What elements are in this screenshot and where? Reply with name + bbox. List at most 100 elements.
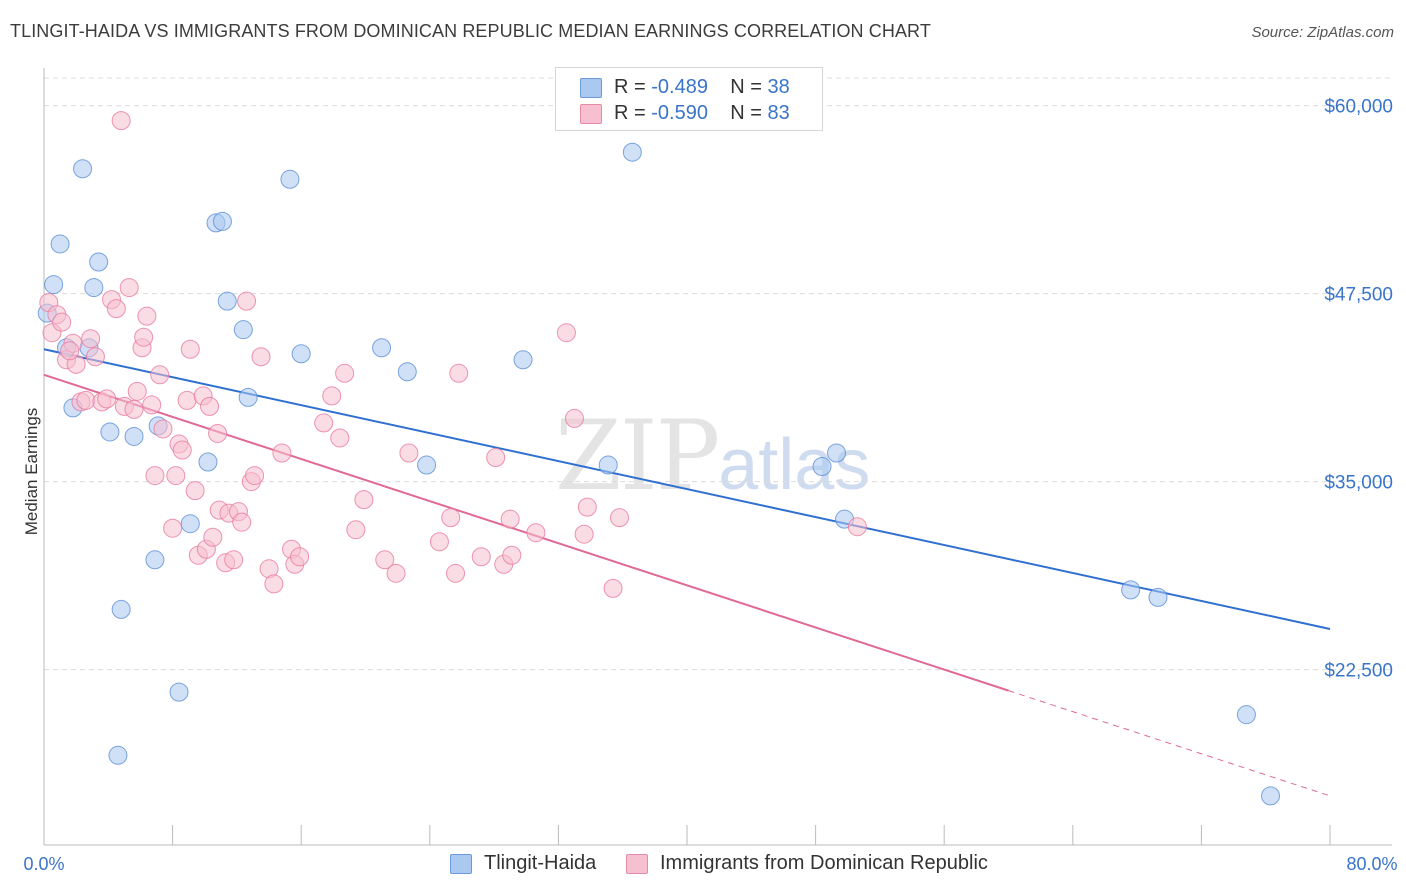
point-dominican bbox=[847, 517, 867, 537]
legend-text: R = -0.590 N = 83 bbox=[614, 102, 790, 125]
point-dominican bbox=[354, 490, 374, 510]
point-tlingit-haida bbox=[217, 291, 237, 311]
point-dominican bbox=[60, 341, 80, 361]
watermark: ZIPatlas bbox=[555, 400, 870, 512]
x-tick-label-min: 0.0% bbox=[23, 854, 64, 874]
point-dominican bbox=[449, 363, 469, 383]
trend-line-dominican bbox=[43, 373, 1009, 692]
point-dominican bbox=[106, 299, 126, 319]
point-dominican bbox=[264, 574, 284, 594]
y-tick-label: $22,500 bbox=[1324, 661, 1393, 682]
point-dominican bbox=[609, 508, 629, 528]
trend-lines bbox=[43, 348, 1331, 797]
point-tlingit-haida bbox=[372, 338, 392, 358]
point-dominican bbox=[500, 509, 520, 529]
point-dominican bbox=[119, 278, 139, 298]
point-tlingit-haida bbox=[598, 455, 618, 475]
trend-line-tlingit-haida bbox=[43, 348, 1331, 630]
chart-title: TLINGIT-HAIDA VS IMMIGRANTS FROM DOMINIC… bbox=[10, 21, 931, 41]
point-dominican bbox=[556, 323, 576, 343]
point-dominican bbox=[166, 466, 186, 486]
point-tlingit-haida bbox=[50, 234, 70, 254]
point-tlingit-haida bbox=[108, 745, 128, 765]
point-dominican bbox=[245, 466, 265, 486]
point-dominican bbox=[208, 423, 228, 443]
point-tlingit-haida bbox=[1261, 786, 1281, 806]
point-dominican bbox=[153, 419, 173, 439]
point-dominican bbox=[76, 390, 96, 410]
point-tlingit-haida bbox=[89, 252, 109, 272]
point-dominican bbox=[97, 389, 117, 409]
point-dominican bbox=[203, 527, 223, 547]
point-dominican bbox=[111, 111, 131, 131]
point-dominican bbox=[471, 547, 491, 567]
y-axis-label: Median Earnings bbox=[22, 408, 41, 536]
point-dominican bbox=[224, 550, 244, 570]
point-dominican bbox=[185, 481, 205, 501]
point-dominican bbox=[375, 550, 395, 570]
point-dominican bbox=[200, 396, 220, 416]
watermark-atlas: atlas bbox=[718, 425, 871, 505]
point-dominican bbox=[127, 381, 147, 401]
point-tlingit-haida bbox=[73, 159, 93, 179]
y-tick-label: $60,000 bbox=[1324, 97, 1393, 118]
point-tlingit-haida bbox=[280, 169, 300, 189]
tick-labels: $22,500 $35,000 $47,500 $60,000 0.0% 80.0% Med… bbox=[22, 97, 1398, 874]
point-tlingit-haida bbox=[180, 514, 200, 534]
point-tlingit-haida bbox=[84, 278, 104, 298]
point-dominican bbox=[322, 386, 342, 406]
point-dominican bbox=[564, 408, 584, 428]
point-dominican bbox=[346, 520, 366, 540]
point-dominican bbox=[290, 547, 310, 567]
legend-swatch-tlingit-haida bbox=[580, 78, 602, 98]
point-tlingit-haida bbox=[145, 550, 165, 570]
point-dominican bbox=[577, 497, 597, 517]
point-tlingit-haida bbox=[417, 455, 437, 475]
legend-r-label: R = bbox=[614, 102, 652, 124]
legend-n-value: 38 bbox=[767, 76, 790, 98]
point-dominican bbox=[134, 327, 154, 347]
point-tlingit-haida bbox=[513, 350, 533, 370]
point-dominican bbox=[180, 339, 200, 359]
point-dominican bbox=[441, 508, 461, 528]
legend-r-value: -0.590 bbox=[651, 102, 708, 124]
legend-swatch-dominican bbox=[580, 104, 602, 124]
bottom-legend-swatch-tlingit-haida bbox=[450, 854, 472, 874]
source-label: Source: ZipAtlas.com bbox=[1251, 24, 1394, 41]
point-tlingit-haida bbox=[169, 682, 189, 702]
point-dominican bbox=[124, 399, 144, 419]
trend-line-dominican bbox=[1008, 690, 1331, 797]
axes bbox=[43, 68, 1392, 846]
legend-r-value: -0.489 bbox=[651, 76, 708, 98]
point-dominican bbox=[502, 545, 522, 565]
point-dominican bbox=[145, 466, 165, 486]
legend-box: R = -0.489 N = 38 R = -0.590 N = 83 bbox=[555, 67, 823, 131]
point-dominican bbox=[237, 291, 257, 311]
grid-lines bbox=[44, 77, 1392, 671]
y-tick-label: $35,000 bbox=[1324, 473, 1393, 494]
point-tlingit-haida bbox=[111, 599, 131, 619]
x-tick-label-max: 80.0% bbox=[1346, 854, 1397, 874]
point-tlingit-haida bbox=[622, 142, 642, 162]
point-dominican bbox=[429, 532, 449, 552]
point-tlingit-haida bbox=[212, 211, 232, 231]
point-tlingit-haida bbox=[238, 387, 258, 407]
point-dominican bbox=[574, 524, 594, 544]
point-dominican bbox=[335, 363, 355, 383]
legend-text: R = -0.489 N = 38 bbox=[614, 76, 790, 99]
point-dominican bbox=[52, 312, 72, 332]
point-dominican bbox=[177, 390, 197, 410]
point-dominican bbox=[603, 578, 623, 598]
bottom-legend-swatch-dominican bbox=[626, 854, 648, 874]
point-dominican bbox=[142, 395, 162, 415]
point-dominican bbox=[386, 563, 406, 583]
point-dominican bbox=[163, 518, 183, 538]
point-tlingit-haida bbox=[100, 422, 120, 442]
point-tlingit-haida bbox=[826, 443, 846, 463]
point-dominican bbox=[526, 523, 546, 543]
y-tick-label: $47,500 bbox=[1324, 285, 1393, 306]
point-tlingit-haida bbox=[1236, 705, 1256, 725]
point-dominican bbox=[137, 306, 157, 326]
point-dominican bbox=[399, 443, 419, 463]
